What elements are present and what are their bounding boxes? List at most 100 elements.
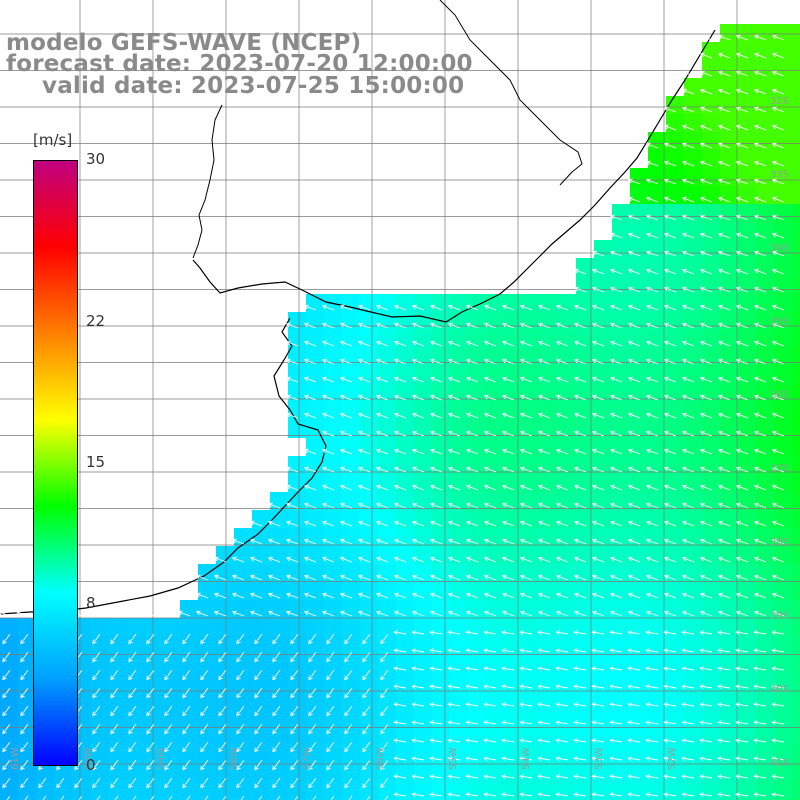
wind-cell (792, 186, 800, 204)
wind-cell (252, 708, 270, 726)
lon-label: 57W (302, 747, 313, 770)
colorbar-units: [m/s] (33, 131, 73, 149)
wind-cell (450, 762, 468, 780)
wind-arrow (483, 720, 497, 726)
wind-arrow (393, 520, 407, 527)
wind-arrow (285, 502, 299, 509)
wind-arrow (753, 232, 767, 239)
wind-arrow (501, 666, 515, 672)
wind-arrow (735, 684, 749, 690)
wind-arrow (483, 610, 497, 617)
wind-arrow (699, 106, 713, 113)
wind-arrow (735, 106, 749, 113)
wind-arrow (717, 358, 731, 365)
wind-arrow (609, 268, 623, 275)
wind-arrow (645, 756, 659, 762)
wind-arrow (681, 556, 695, 563)
wind-arrow (699, 502, 713, 509)
wind-cell (18, 636, 36, 654)
coastline-argentina (0, 317, 327, 615)
wind-cell (414, 690, 432, 708)
wind-cell (702, 690, 720, 708)
wind-cell (684, 744, 702, 762)
wind-arrow (645, 178, 659, 185)
wind-arrow (447, 756, 461, 762)
wind-arrow (609, 684, 623, 690)
wind-arrow (375, 484, 389, 491)
wind-arrow (128, 687, 137, 699)
wind-arrow (681, 322, 695, 329)
wind-cell (270, 798, 288, 800)
wind-arrow (555, 720, 569, 726)
wind-cell (90, 744, 108, 762)
wind-arrow (303, 466, 317, 473)
wind-arrow (519, 430, 533, 437)
wind-cell (576, 780, 594, 798)
wind-cell (198, 726, 216, 744)
wind-arrow (717, 142, 731, 149)
wind-cell (792, 726, 800, 744)
wind-arrow (771, 178, 785, 185)
wind-arrow (447, 738, 461, 744)
wind-cell (432, 744, 450, 762)
wind-arrow (411, 666, 425, 672)
title-model: modelo GEFS-WAVE (NCEP) (6, 30, 362, 56)
wind-arrow (681, 484, 695, 491)
wind-cell (306, 798, 324, 800)
wind-arrow (429, 340, 443, 347)
wind-arrow (645, 520, 659, 527)
wind-arrow (182, 777, 191, 789)
wind-arrow (735, 196, 749, 203)
wind-arrow (375, 322, 389, 329)
wind-arrow (717, 304, 731, 311)
wind-arrow (735, 702, 749, 708)
lon-label: 58W (229, 747, 240, 770)
wind-cell (558, 636, 576, 654)
wind-arrow (627, 702, 641, 708)
wind-arrow (285, 592, 299, 599)
wind-cell (666, 744, 684, 762)
wind-arrow (717, 592, 731, 599)
wind-arrow (362, 669, 371, 681)
wind-arrow (681, 304, 695, 311)
wind-arrow (771, 502, 785, 509)
wind-arrow (555, 538, 569, 545)
wind-arrow (303, 340, 317, 347)
wind-arrow (555, 756, 569, 762)
wind-arrow (272, 759, 281, 771)
wind-arrow (447, 340, 461, 347)
wind-cell (360, 708, 378, 726)
wind-cell (720, 618, 738, 636)
wind-arrow (308, 777, 317, 789)
wind-cell (702, 762, 720, 780)
wind-arrow (254, 687, 263, 699)
wind-arrow (663, 448, 677, 455)
wind-arrow (249, 556, 263, 563)
wind-arrow (645, 196, 659, 203)
wind-cell (792, 744, 800, 762)
wind-arrow (429, 574, 443, 581)
wind-arrow (312, 795, 317, 800)
wind-arrow (272, 669, 281, 681)
wind-cell (504, 762, 522, 780)
wind-cell (432, 618, 450, 636)
wind-cell (36, 798, 54, 800)
wind-arrow (573, 756, 587, 762)
wind-arrow (591, 738, 605, 744)
wind-arrow (146, 759, 155, 771)
wind-cell (792, 456, 800, 474)
wind-arrow (411, 792, 425, 798)
wind-cell (486, 690, 504, 708)
wind-arrow (735, 232, 749, 239)
wind-arrow (519, 756, 533, 762)
wind-cell (108, 708, 126, 726)
wind-cell (756, 744, 774, 762)
wind-arrow (272, 651, 281, 663)
wind-cell (234, 726, 252, 744)
wind-arrow (339, 448, 353, 455)
wind-arrow (591, 232, 605, 239)
wind-arrow (735, 756, 749, 762)
wind-cell (72, 762, 90, 780)
wind-arrow (591, 792, 605, 798)
wind-arrow (573, 358, 587, 365)
